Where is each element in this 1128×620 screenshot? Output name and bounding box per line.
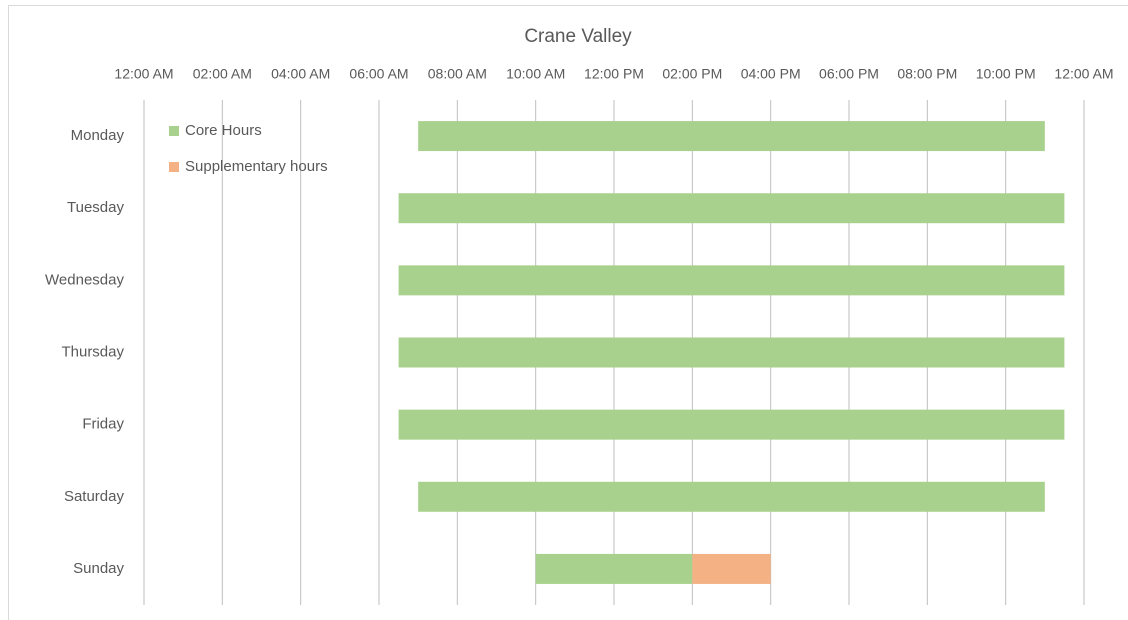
chart-frame	[8, 5, 1128, 620]
y-tick-label: Monday	[71, 127, 125, 144]
x-tick-label: 12:00 AM	[1054, 66, 1113, 82]
legend-swatch	[169, 126, 179, 136]
chart-title: Crane Valley	[524, 26, 632, 47]
x-tick-label: 08:00 AM	[428, 66, 487, 82]
y-tick-label: Thursday	[61, 343, 124, 360]
x-tick-label: 08:00 PM	[897, 66, 957, 82]
bar	[418, 121, 1045, 152]
x-tick-label: 10:00 PM	[976, 66, 1036, 82]
bar	[398, 409, 1065, 440]
legend-label: Core Hours	[185, 122, 262, 139]
x-tick-label: 12:00 AM	[114, 66, 173, 82]
y-tick-label: Saturday	[64, 488, 125, 505]
bar	[398, 265, 1065, 296]
bar	[535, 553, 693, 584]
x-tick-label: 02:00 PM	[662, 66, 722, 82]
y-tick-label: Friday	[82, 416, 124, 433]
x-tick-label: 06:00 PM	[819, 66, 879, 82]
y-tick-label: Sunday	[73, 560, 124, 577]
x-tick-label: 12:00 PM	[584, 66, 644, 82]
y-tick-label: Wednesday	[45, 271, 124, 288]
bar	[692, 553, 771, 584]
x-tick-label: 10:00 AM	[506, 66, 565, 82]
x-tick-label: 06:00 AM	[349, 66, 408, 82]
legend-label: Supplementary hours	[185, 158, 328, 175]
bar	[398, 193, 1065, 224]
bar	[418, 481, 1045, 512]
bar	[398, 337, 1065, 368]
y-tick-label: Tuesday	[67, 199, 124, 216]
x-tick-label: 04:00 PM	[741, 66, 801, 82]
legend-swatch	[169, 162, 179, 172]
x-tick-label: 02:00 AM	[193, 66, 252, 82]
x-tick-label: 04:00 AM	[271, 66, 330, 82]
